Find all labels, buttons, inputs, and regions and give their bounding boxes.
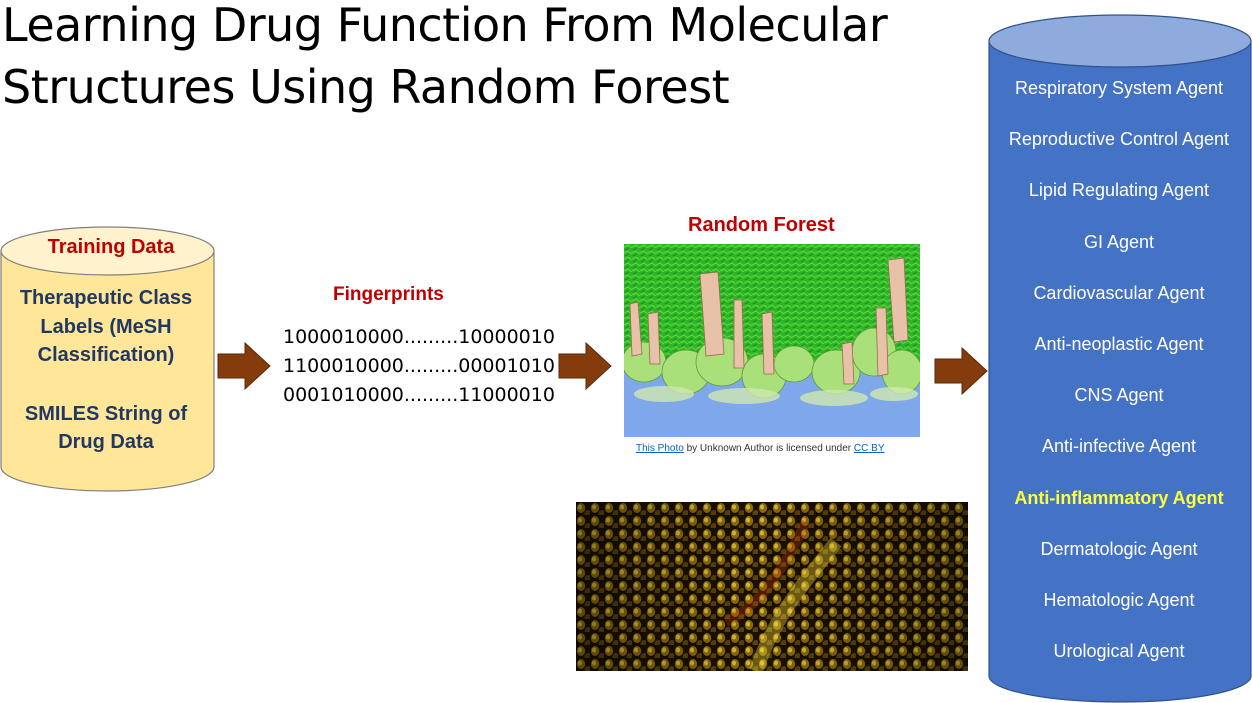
attribution-text: by Unknown Author is licensed under: [683, 443, 854, 454]
training-data-line: SMILES String of: [24, 402, 188, 425]
photo-attribution: This Photo by Unknown Author is licensed…: [636, 443, 884, 454]
training-data-line: Drug Data: [58, 431, 154, 453]
random-forest-heading: Random Forest: [688, 214, 835, 236]
crowd-photo: [576, 502, 968, 671]
drug-class-item: CNS Agent: [1074, 385, 1164, 406]
training-data-heading: Training Data: [47, 236, 175, 258]
right-arrow-icon: [217, 342, 271, 390]
training-data-line: Therapeutic Class: [19, 287, 193, 309]
drug-class-item: Dermatologic Agent: [1040, 538, 1198, 559]
drug-class-item: Reproductive Control Agent: [1008, 129, 1230, 150]
drug-class-item: GI Agent: [1083, 231, 1155, 252]
drug-class-item: Lipid Regulating Agent: [1028, 180, 1210, 201]
training-data-content: Therapeutic Class Labels (MeSH Classific…: [0, 284, 212, 457]
photo-link[interactable]: This Photo: [636, 443, 684, 454]
fingerprint-list: 1000010000.........10000010 1100010000..…: [283, 323, 555, 410]
fingerprint-bitstring: 1100010000.........00001010: [283, 355, 555, 377]
drug-class-cylinder: Respiratory System Agent Reproductive Co…: [988, 14, 1252, 703]
fingerprints-heading: Fingerprints: [333, 284, 444, 305]
training-data-line: Classification): [37, 344, 175, 366]
license-link[interactable]: CC BY: [853, 443, 885, 454]
training-data-cylinder: Training Data Therapeutic Class Labels (…: [0, 226, 215, 492]
drug-class-item: Cardiovascular Agent: [1033, 282, 1205, 303]
slide-title: Learning Drug Function From Molecular St…: [2, 0, 962, 118]
drug-class-cylinder-shape: [988, 14, 1252, 703]
slide-title-line-1: Learning Drug Function From Molecular: [2, 0, 888, 52]
right-arrow-icon: [558, 342, 612, 390]
right-arrow-icon: [934, 347, 988, 395]
drug-class-item: Urological Agent: [1053, 641, 1185, 662]
drug-class-item-highlighted: Anti-inflammatory Agent: [1014, 487, 1224, 508]
random-forest-illustration: [624, 244, 920, 437]
drug-class-item: Anti-infective Agent: [1041, 436, 1197, 457]
drug-class-list: Respiratory System Agent Reproductive Co…: [988, 76, 1250, 690]
training-data-line: Labels (MeSH: [40, 315, 172, 338]
training-data-cylinder-shape: [0, 226, 215, 492]
drug-class-item: Hematologic Agent: [1043, 589, 1195, 610]
drug-class-item: Anti-neoplastic Agent: [1034, 333, 1204, 354]
drug-class-item: Respiratory System Agent: [1014, 78, 1224, 98]
fingerprint-bitstring: 0001010000.........11000010: [283, 384, 555, 406]
fingerprint-bitstring: 1000010000.........10000010: [283, 326, 555, 348]
slide-title-line-2: Structures Using Random Forest: [2, 60, 730, 114]
